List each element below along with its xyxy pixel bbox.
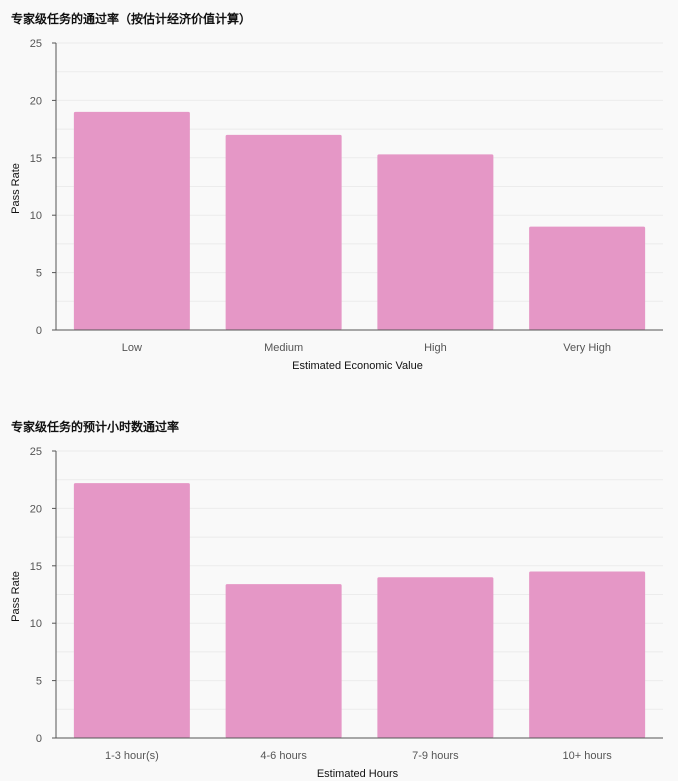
y-tick-label: 0 [36, 733, 42, 745]
bar-1-3-hour-s- [73, 483, 190, 738]
bar-high [377, 154, 494, 330]
y-axis-title: Pass Rate [10, 163, 22, 214]
chart-title: 专家级任务的预计小时数通过率 [11, 420, 180, 434]
y-tick-label: 25 [30, 38, 42, 50]
y-tick-label: 20 [30, 95, 42, 107]
y-tick-label: 15 [30, 153, 42, 165]
bar-chart-economic-value: 0 5 10 15 20 25 Low Medium High Very High Estimate… [10, 38, 663, 372]
x-tick-label: Low [122, 342, 142, 354]
bar-4-6-hours [225, 584, 342, 738]
y-tick-label: 15 [30, 561, 42, 573]
x-tick-label: High [424, 342, 447, 354]
x-tick-label: 10+ hours [563, 750, 613, 762]
bar-low [73, 111, 190, 330]
x-tick-label: 7-9 hours [412, 750, 459, 762]
chart-title: 专家级任务的通过率（按估计经济价值计算） [11, 12, 252, 26]
x-tick-label: Very High [563, 342, 611, 354]
x-tick-label: 1-3 hour(s) [105, 750, 159, 762]
y-tick-label: 5 [36, 676, 42, 688]
bar-very-high [529, 226, 646, 330]
x-tick-label: Medium [264, 342, 303, 354]
bar-10-hours [529, 571, 646, 738]
x-axis-title: Estimated Hours [317, 768, 399, 780]
x-axis-title: Estimated Economic Value [292, 360, 423, 372]
y-tick-label: 25 [30, 446, 42, 458]
y-axis-title: Pass Rate [10, 571, 22, 622]
y-tick-label: 10 [30, 210, 42, 222]
y-tick-label: 0 [36, 325, 42, 337]
x-tick-label: 4-6 hours [260, 750, 307, 762]
y-tick-label: 10 [30, 618, 42, 630]
bar-chart-estimated-hours: 0 5 10 15 20 25 1-3 hour(s) 4-6 hours 7-9 hours 1… [10, 446, 663, 780]
bar-7-9-hours [377, 577, 494, 738]
y-tick-label: 20 [30, 503, 42, 515]
y-tick-label: 5 [36, 268, 42, 280]
bar-medium [225, 134, 342, 330]
